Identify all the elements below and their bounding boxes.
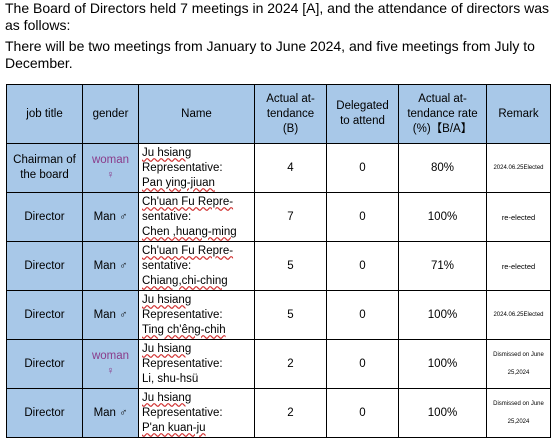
attendance-table: job title gender Name Actual at-tendance…	[6, 84, 551, 438]
cell-actual: 7	[254, 192, 327, 242]
cell-gender: woman ♀	[82, 339, 139, 389]
cell-name: Ch'uan Fu Repre-sentative: Chen ,huang-mi…	[138, 192, 255, 242]
cell-job-title: Director	[6, 388, 83, 438]
table-row: Director Man ♂ Ch'uan Fu Repre-sentative…	[6, 241, 551, 291]
cell-job-title: Director	[6, 241, 83, 291]
cell-rate: 100%	[398, 339, 487, 389]
representative-label: sentative:	[142, 259, 192, 272]
cell-gender: Man ♂	[82, 192, 139, 242]
gender-label: woman	[91, 154, 130, 166]
remark-line-1: Dismissed on June	[493, 351, 544, 358]
gender-label: Man	[93, 259, 116, 272]
table-row: Director Man ♂ Ju hsiang Representative: T…	[6, 290, 551, 340]
cell-rate: 100%	[398, 388, 487, 438]
cell-delegated: 0	[326, 192, 399, 242]
cell-remark: 2024.06.25Elected	[486, 290, 551, 340]
person-name: Ting ch'êng-chih	[142, 323, 226, 336]
person-name: Pan ying-jiuan	[142, 176, 215, 189]
cell-rate: 100%	[398, 192, 487, 242]
male-icon: ♂	[119, 406, 128, 419]
cell-job-title: Chairman of the board	[6, 143, 83, 193]
header-name: Name	[138, 84, 255, 144]
intro-text: The Board of Directors held 7 meetings i…	[5, 0, 551, 76]
cell-rate: 71%	[398, 241, 487, 291]
cell-remark: re-elected	[486, 241, 551, 291]
male-icon: ♂	[119, 308, 128, 321]
representative-label: Representative:	[142, 161, 223, 174]
remark-line-1: Dismissed on June	[493, 400, 544, 407]
cell-job-title: Director	[6, 339, 83, 389]
representative-label: sentative:	[142, 210, 192, 223]
header-remark: Remark	[486, 84, 551, 144]
gender-label: Man	[93, 406, 116, 419]
representative-label: Representative:	[142, 308, 223, 321]
header-attendance-rate: Actual at-tendance rate (%)【B/A】	[398, 84, 487, 144]
cell-rate: 80%	[398, 143, 487, 193]
company-name: Ch'uan Fu Repre-	[142, 244, 234, 257]
cell-actual: 2	[254, 388, 327, 438]
cell-delegated: 0	[326, 143, 399, 193]
table-row: Director woman ♀ Ju hsiang Representative:…	[6, 339, 551, 389]
female-icon: ♀	[106, 365, 115, 377]
company-name: Ju hsiang	[142, 293, 192, 306]
gender-label: Man	[93, 210, 116, 223]
representative-label: Representative:	[142, 357, 223, 370]
gender-label: Man	[93, 308, 116, 321]
cell-gender: woman ♀	[82, 143, 139, 193]
cell-actual: 2	[254, 339, 327, 389]
person-name: Li, shu-hsü	[142, 372, 199, 385]
cell-remark: Dismissed on June 25,2024	[486, 388, 551, 438]
table-row: Chairman of the board woman ♀ Ju hsiang Re…	[6, 143, 551, 193]
cell-name: Ju hsiang Representative: P'an kuan-ju	[138, 388, 255, 438]
cell-job-title: Director	[6, 192, 83, 242]
company-name: Ju hsiang	[142, 146, 192, 159]
cell-delegated: 0	[326, 339, 399, 389]
cell-remark: 2024.06.25Elected	[486, 143, 551, 193]
intro-line-2: There will be two meetings from January …	[5, 38, 535, 71]
cell-actual: 5	[254, 241, 327, 291]
cell-remark: re-elected	[486, 192, 551, 242]
cell-gender: Man ♂	[82, 290, 139, 340]
cell-name: Ju hsiang Representative: Pan ying-jiuan	[138, 143, 255, 193]
gender-label: woman	[91, 350, 130, 362]
table-header-row: job title gender Name Actual at-tendance…	[6, 84, 551, 144]
representative-label: Representative:	[142, 406, 223, 419]
male-icon: ♂	[119, 259, 128, 272]
cell-name: Ju hsiang Representative: Li, shu-hsü	[138, 339, 255, 389]
cell-actual: 5	[254, 290, 327, 340]
person-name: P'an kuan-ju	[142, 421, 206, 434]
company-name: Ju hsiang	[142, 391, 192, 404]
female-icon: ♀	[106, 169, 115, 181]
person-name: Chen ,huang-ming	[142, 225, 237, 238]
cell-name: Ch'uan Fu Repre-sentative: Chiang,chi-chi…	[138, 241, 255, 291]
intro-line-1: The Board of Directors held 7 meetings i…	[5, 0, 549, 33]
cell-job-title: Director	[6, 290, 83, 340]
table-row: Director Man ♂ Ch'uan Fu Repre-sentative…	[6, 192, 551, 242]
cell-gender: Man ♂	[82, 388, 139, 438]
cell-gender: Man ♂	[82, 241, 139, 291]
male-icon: ♂	[119, 210, 128, 223]
cell-name: Ju hsiang Representative: Ting ch'êng-chih	[138, 290, 255, 340]
cell-delegated: 0	[326, 290, 399, 340]
header-actual-attendance: Actual at-tendance (B)	[254, 84, 327, 144]
header-delegated: Delegated to attend	[326, 84, 399, 144]
cell-delegated: 0	[326, 241, 399, 291]
header-job-title: job title	[6, 84, 83, 144]
company-name: Ch'uan Fu Repre-	[142, 195, 234, 208]
header-gender: gender	[82, 84, 139, 144]
remark-line-2: 25,2024	[507, 418, 530, 425]
cell-delegated: 0	[326, 388, 399, 438]
remark-line-2: 25,2024	[507, 369, 530, 376]
person-name: Chiang,chi-ching	[142, 274, 228, 287]
cell-rate: 100%	[398, 290, 487, 340]
company-name: Ju hsiang	[142, 342, 192, 355]
table-row: Director Man ♂ Ju hsiang Representative: P…	[6, 388, 551, 438]
cell-actual: 4	[254, 143, 327, 193]
cell-remark: Dismissed on June 25,2024	[486, 339, 551, 389]
